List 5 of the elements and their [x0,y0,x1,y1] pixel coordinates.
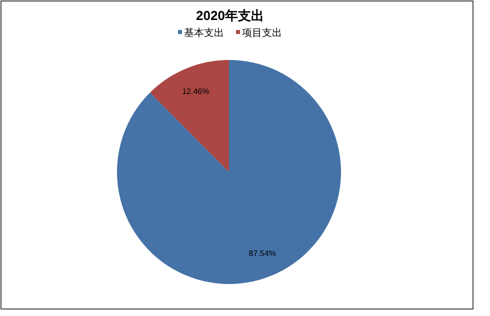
data-label: 87.54% [248,248,276,258]
chart-title: 2020年支出 [196,8,264,23]
legend-label: 基本支出 [184,27,224,39]
data-label: 12.46% [182,87,210,96]
legend-label: 项目支出 [242,27,282,39]
